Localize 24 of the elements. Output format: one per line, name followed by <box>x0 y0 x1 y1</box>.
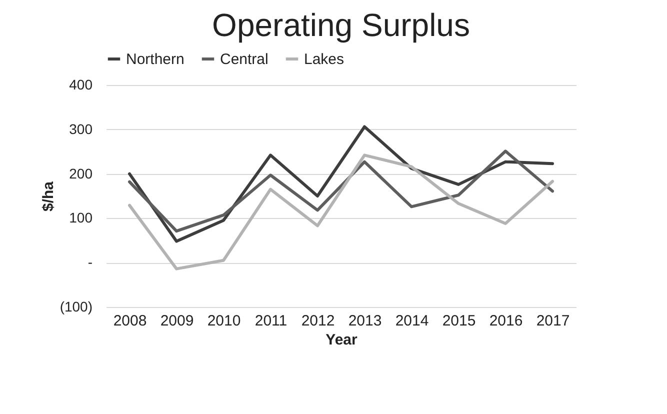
x-tick-label: 2012 <box>301 312 335 330</box>
y-tick-label: 400 <box>69 76 93 92</box>
x-tick-label: 2013 <box>348 312 382 330</box>
chart-title: Operating Surplus <box>212 7 470 43</box>
y-tick-label: 300 <box>69 120 93 137</box>
x-axis-title: Year <box>326 332 358 348</box>
x-tick-label: 2009 <box>160 312 194 330</box>
x-tick-label: 2017 <box>536 312 570 330</box>
line-series <box>128 150 554 233</box>
y-tick-label: 200 <box>69 165 93 182</box>
x-tick-label: 2016 <box>489 312 523 330</box>
legend-label: Central <box>220 51 268 68</box>
x-tick-label: 2014 <box>395 312 429 330</box>
y-axis-title: $/ha <box>40 180 57 212</box>
x-tick-label: 2011 <box>254 312 288 330</box>
y-tick-label: (100) <box>60 298 92 314</box>
legend-label: Northern <box>126 51 184 68</box>
y-tick-label: - <box>88 254 93 270</box>
x-tick-label: 2015 <box>442 312 476 330</box>
line-series <box>128 154 554 270</box>
x-tick-label: 2008 <box>113 312 147 330</box>
x-tick-label: 2010 <box>207 312 241 330</box>
y-tick-label: 100 <box>69 210 93 226</box>
legend-label: Lakes <box>304 51 344 68</box>
